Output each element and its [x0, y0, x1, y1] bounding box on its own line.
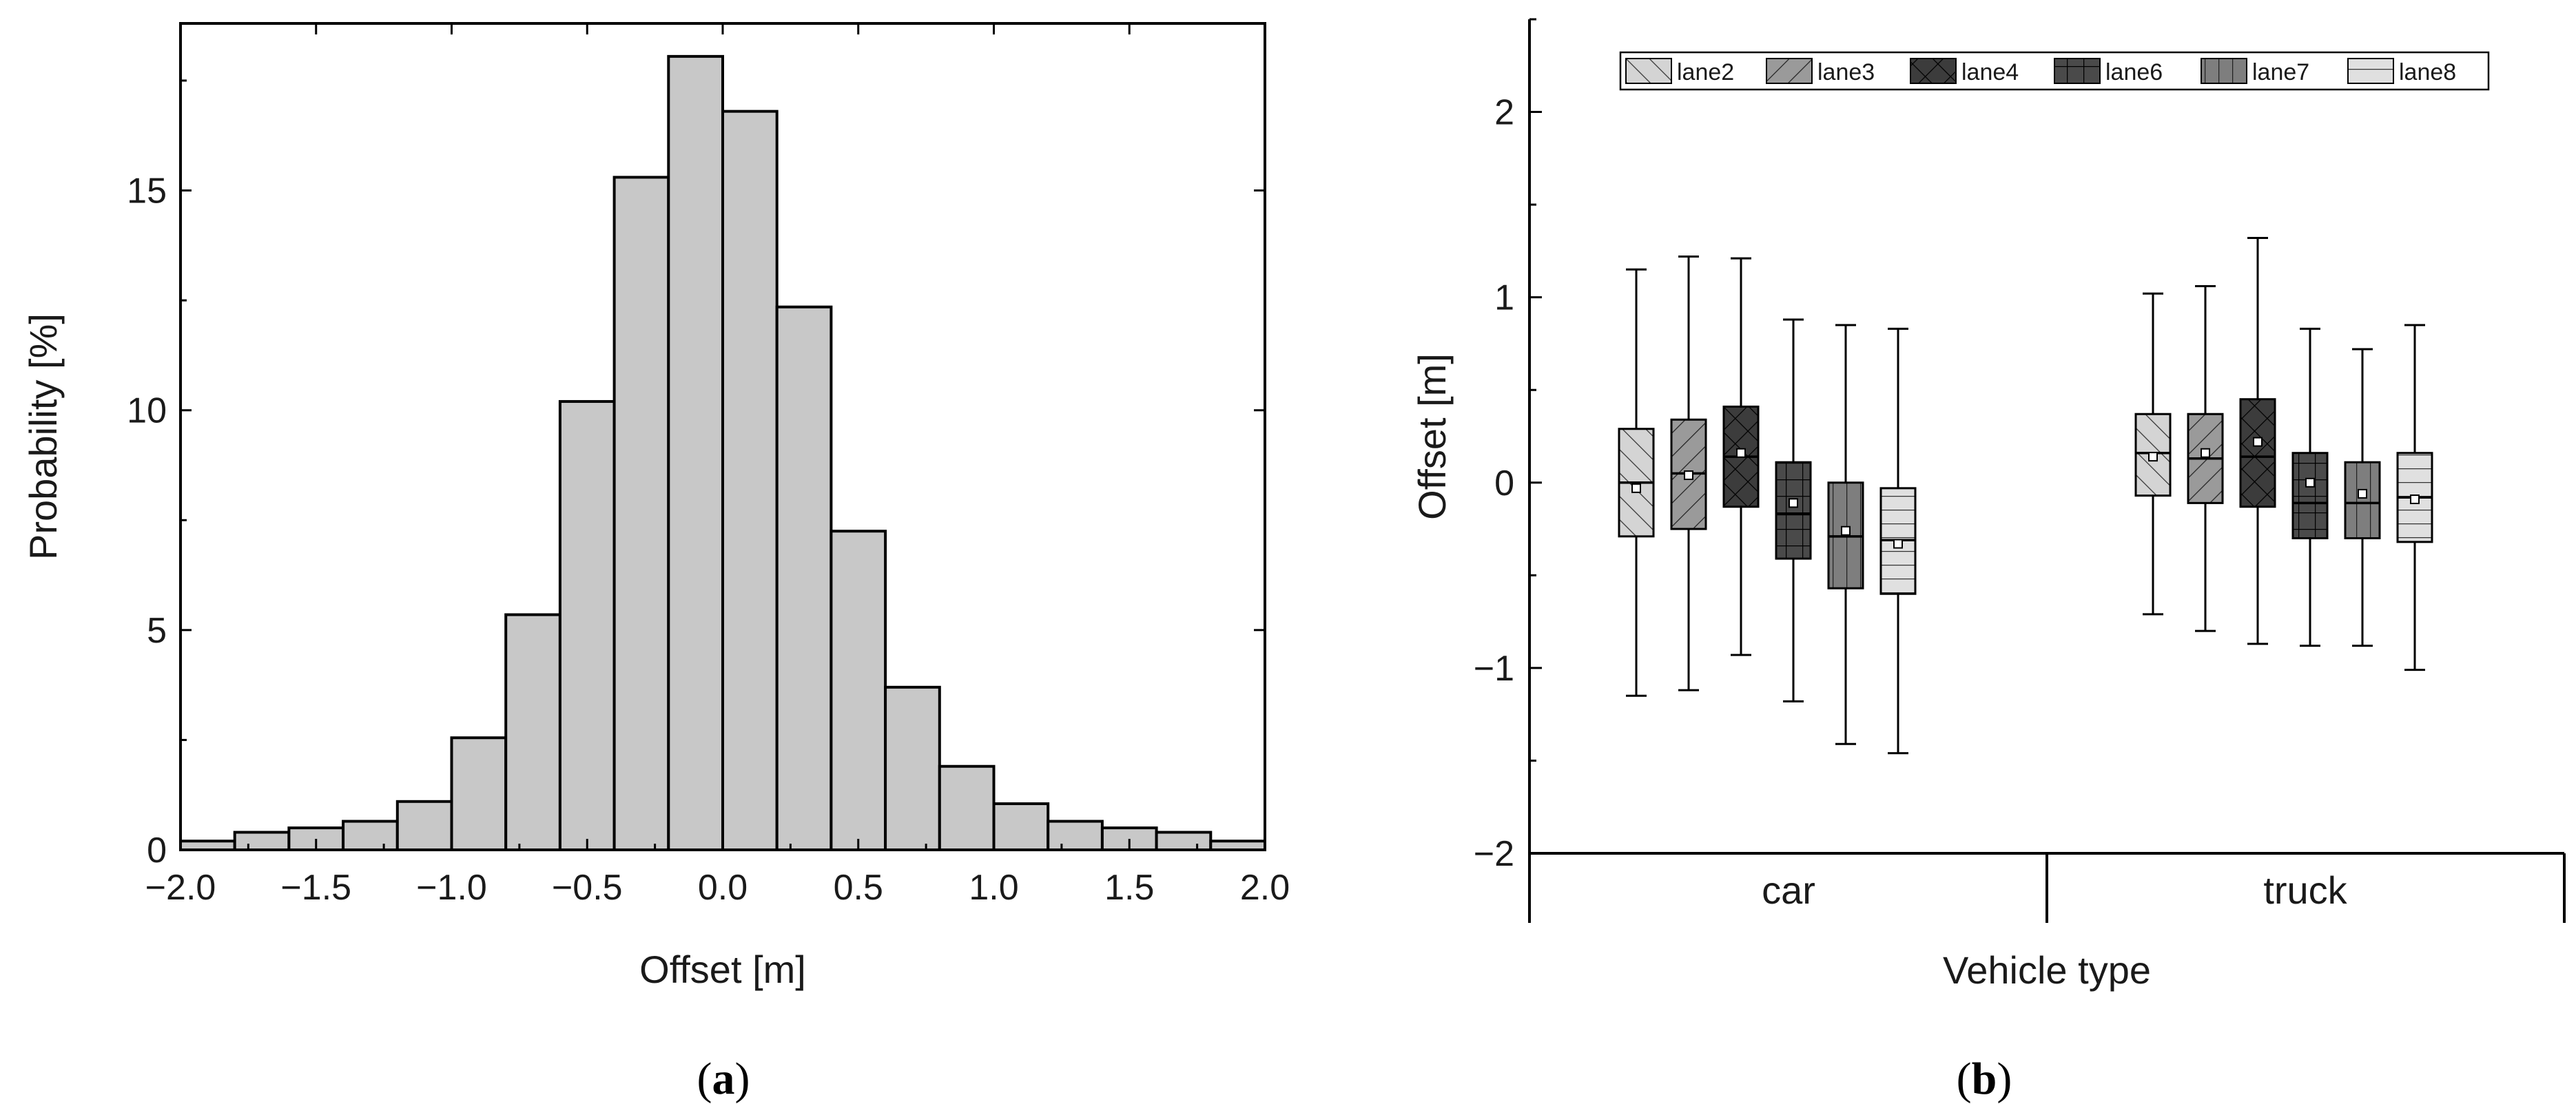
- histogram-y-tick-label: 15: [127, 171, 167, 211]
- histogram-bar: [612, 176, 670, 852]
- box-lane7-truck: [2344, 348, 2381, 647]
- histogram-ticks: −2.0 −1.5 −1.0 −0.5 0.0 0.5 1.0 1.5 2.0 0 5 10 15: [127, 23, 1290, 908]
- histogram-bar: [342, 820, 399, 851]
- box-mean-marker: [2410, 494, 2420, 504]
- box-lane8-truck: [2396, 324, 2433, 671]
- category-label-car: car: [1762, 868, 1815, 912]
- boxplot-panel: −2 −1 0 1 2 car truck Vehicle type Offset [m…: [1410, 18, 2566, 1104]
- histogram-bar: [775, 305, 833, 851]
- legend-swatch: [2347, 58, 2394, 84]
- caption-b-letter: b: [1972, 1054, 1997, 1104]
- legend-swatch: [1910, 58, 1957, 84]
- histogram-y-tick-label: 10: [127, 391, 167, 431]
- histogram-bar: [504, 613, 561, 851]
- box-hatch: [2239, 398, 2276, 508]
- histogram-x-tick-label: −1.5: [280, 868, 351, 908]
- legend-swatch: [1625, 58, 1672, 84]
- box-mean-marker: [2148, 452, 2158, 462]
- histogram-x-tick-label: 1.5: [1104, 868, 1154, 908]
- box-hatch: [2344, 461, 2381, 540]
- legend-item-lane8: lane8: [2347, 58, 2456, 85]
- box-mean-marker: [1684, 470, 1693, 481]
- histogram-x-tick-label: 0.0: [698, 868, 748, 908]
- box-lane7-car: [1827, 324, 1864, 745]
- box-lane4-truck: [2239, 237, 2276, 645]
- boxplot-legend: lane2 lane3 lane4 lane6 lane7 lane8: [1619, 51, 2490, 91]
- histogram-x-tick-label: −2.0: [145, 868, 216, 908]
- histogram-x-tick-label: 0.5: [834, 868, 883, 908]
- caption-b: (b): [1957, 1054, 2012, 1104]
- legend-item-lane7: lane7: [2201, 58, 2309, 85]
- box-hatch: [1775, 461, 1812, 560]
- histogram-y-tick-label: 5: [147, 611, 167, 651]
- legend-item-lane2: lane2: [1625, 58, 1734, 85]
- boxplot-y-axis-label: Offset [m]: [1410, 353, 1454, 520]
- legend-item-lane6: lane6: [2054, 58, 2163, 85]
- histogram-x-tick-label: −1.0: [416, 868, 487, 908]
- box-lane4-car: [1722, 257, 1760, 656]
- legend-swatch: [1766, 58, 1813, 84]
- box-mean-marker: [2253, 437, 2263, 447]
- histogram-bar: [1155, 831, 1213, 852]
- histogram-bar: [667, 54, 724, 852]
- histogram-panel: −2.0 −1.5 −1.0 −0.5 0.0 0.5 1.0 1.5 2.0 0 5 10 15 Of…: [21, 22, 1290, 1104]
- boxplot-y-tick-label: −2: [1474, 834, 1514, 874]
- box-mean-marker: [2201, 448, 2210, 458]
- box-lane3-car: [1670, 255, 1707, 691]
- histogram-bar: [450, 736, 508, 851]
- box-mean-marker: [1841, 525, 1851, 536]
- legend-label: lane2: [1677, 59, 1734, 85]
- legend-label: lane3: [1817, 59, 1875, 85]
- legend-label: lane6: [2105, 59, 2163, 85]
- histogram-y-axis-label: Probability [%]: [21, 313, 65, 560]
- box-lane6-car: [1775, 318, 1812, 702]
- box-lane8-car: [1879, 327, 1917, 755]
- histogram-bar: [233, 831, 291, 852]
- box-mean-marker: [1893, 539, 1903, 549]
- boxplot-y-tick-label: −1: [1474, 649, 1514, 689]
- legend-item-lane3: lane3: [1766, 58, 1875, 85]
- histogram-bar: [558, 399, 616, 851]
- legend-swatch: [2201, 58, 2247, 84]
- legend-label: lane7: [2252, 59, 2309, 85]
- boxplot-x-axis-label: Vehicle type: [1943, 948, 2151, 992]
- histogram-bar: [395, 800, 453, 851]
- box-lane3-truck: [2187, 285, 2224, 632]
- box-hatch: [2291, 452, 2329, 540]
- boxplot-y-tick-label: 1: [1494, 278, 1514, 318]
- histogram-x-tick-label: 1.0: [969, 868, 1018, 908]
- box-lane2-car: [1618, 268, 1655, 697]
- boxplot-y-tick-label: 0: [1494, 464, 1514, 503]
- box-mean-marker: [1631, 483, 1641, 493]
- histogram-bars: [179, 54, 1267, 852]
- legend-item-lane4: lane4: [1910, 58, 2019, 85]
- box-lane6-truck: [2291, 327, 2329, 647]
- histogram-x-axis-label: Offset [m]: [639, 948, 806, 991]
- histogram-bar: [992, 802, 1050, 852]
- box-mean-marker: [2358, 488, 2367, 499]
- legend-label: lane4: [1961, 59, 2019, 85]
- caption-a-letter: a: [712, 1054, 735, 1104]
- legend-label: lane8: [2399, 59, 2456, 85]
- histogram-bar: [938, 764, 996, 851]
- histogram-y-tick-label: 0: [147, 831, 167, 871]
- histogram-x-tick-label: −0.5: [552, 868, 623, 908]
- histogram-bar: [884, 685, 941, 851]
- boxplot-y-ticks: −2 −1 0 1 2: [1474, 18, 1542, 874]
- histogram-x-tick-label: 2.0: [1240, 868, 1290, 908]
- category-label-truck: truck: [2263, 868, 2347, 912]
- caption-a: (a): [697, 1054, 750, 1104]
- histogram-bar: [830, 530, 887, 852]
- boxplot-boxes: [1618, 237, 2433, 755]
- histogram-bar: [721, 110, 779, 852]
- legend-swatch: [2054, 58, 2101, 84]
- box-mean-marker: [1736, 448, 1746, 458]
- box-mean-marker: [2305, 477, 2315, 488]
- box-mean-marker: [1789, 498, 1798, 508]
- histogram-bar: [1047, 820, 1104, 851]
- box-lane2-truck: [2134, 292, 2172, 616]
- boxplot-y-tick-label: 2: [1494, 93, 1514, 133]
